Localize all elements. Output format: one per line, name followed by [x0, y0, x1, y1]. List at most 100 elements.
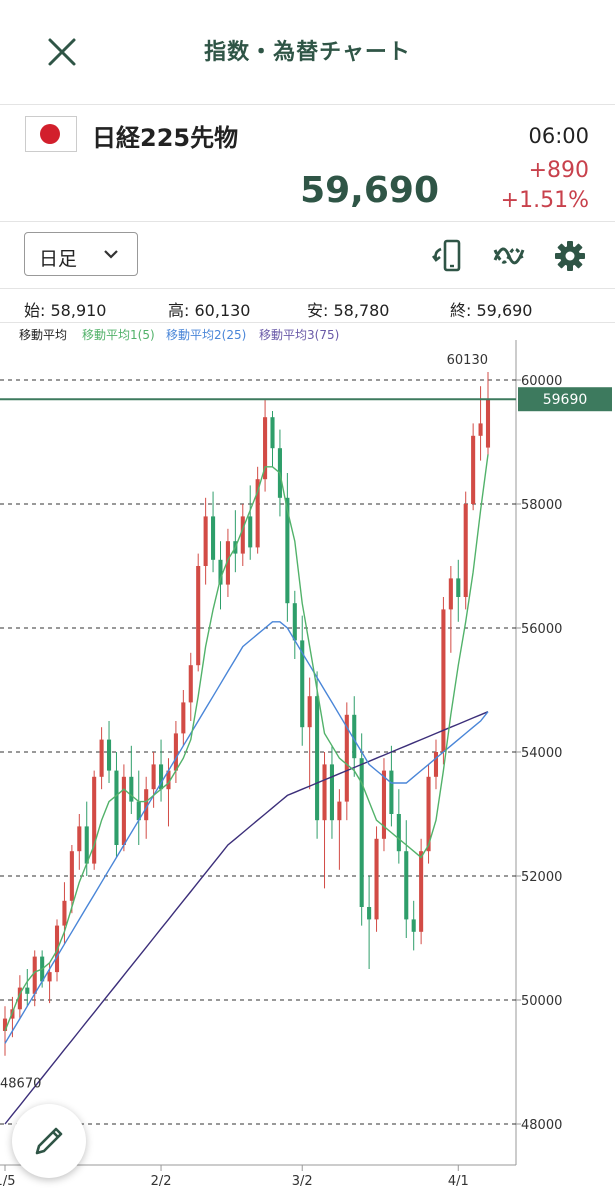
candle-body — [17, 987, 22, 1010]
candle-body — [322, 764, 327, 821]
candle-body — [203, 516, 208, 566]
candle-body — [240, 516, 245, 554]
price-change-percent: +1.51% — [500, 188, 589, 213]
candle-body — [329, 764, 334, 821]
y-tick-label: 48000 — [521, 1118, 562, 1133]
y-tick-label: 50000 — [521, 994, 562, 1009]
candle-body — [389, 770, 394, 814]
current-price: 59,690 — [300, 170, 439, 211]
candle-body — [255, 479, 260, 548]
low-value: 安: 58,780 — [307, 301, 390, 320]
period-select[interactable]: 日足 — [24, 232, 138, 276]
draw-button[interactable] — [12, 1104, 86, 1178]
candle-body — [292, 603, 297, 641]
candle-body — [114, 770, 119, 845]
indicator-lines-icon — [493, 247, 525, 265]
candle-body — [136, 801, 141, 821]
candle-body — [381, 770, 387, 839]
instrument-name: 日経225先物 — [92, 124, 239, 152]
candle-body — [478, 423, 483, 436]
candle-body — [270, 417, 275, 449]
quote-time: 06:00 — [528, 124, 589, 148]
candle-body — [352, 714, 357, 759]
candle-body — [471, 435, 476, 504]
candle-body — [211, 516, 216, 560]
candle-body — [92, 776, 97, 864]
y-tick-label: 54000 — [521, 746, 562, 761]
high-annotation: 60130 — [447, 353, 488, 368]
settings-button[interactable] — [552, 238, 588, 274]
period-label: 日足 — [39, 248, 78, 270]
candle-body — [396, 814, 401, 852]
candle-body — [225, 541, 230, 585]
candle-body — [159, 764, 164, 790]
ma1-line — [4, 454, 489, 1032]
rotate-screen-button[interactable] — [430, 238, 466, 274]
candle-body — [121, 776, 126, 845]
candle-body — [315, 696, 320, 821]
candle-body — [84, 826, 89, 864]
candle-body — [485, 399, 491, 448]
close-icon — [48, 38, 76, 66]
x-tick-label: 2/2 — [151, 1174, 172, 1189]
candle-body — [411, 919, 416, 932]
candle-body — [62, 900, 67, 926]
gear-icon — [555, 241, 585, 271]
candle-body — [196, 566, 201, 666]
candle-body — [248, 516, 253, 548]
y-tick-label: 58000 — [521, 498, 562, 513]
divider — [0, 322, 615, 323]
candle-body — [151, 764, 156, 790]
candle-body — [285, 497, 290, 604]
candle-body — [419, 851, 424, 932]
candle-body — [433, 752, 439, 777]
candle-body — [129, 776, 134, 802]
high-value: 高: 60,130 — [168, 301, 251, 320]
ma-legend-ma2: 移動平均2(25) — [166, 328, 247, 342]
candle-body — [188, 665, 193, 703]
candle-body — [181, 702, 186, 734]
ma-legend-ma3: 移動平均3(75) — [259, 328, 340, 342]
x-tick-label: 3/2 — [292, 1174, 313, 1189]
candle-body — [173, 733, 178, 771]
close-button[interactable] — [44, 34, 80, 70]
candle-body — [47, 972, 52, 982]
candle-body — [404, 851, 409, 920]
open-value: 始: 58,910 — [24, 301, 107, 320]
candle-body — [69, 851, 74, 901]
pencil-icon — [35, 1127, 63, 1155]
candle-body — [300, 640, 305, 728]
candle-body — [367, 907, 372, 920]
candle-body — [99, 739, 104, 777]
candle-body — [307, 696, 312, 728]
candle-body — [448, 578, 453, 610]
indicator-button[interactable] — [491, 238, 527, 274]
chevron-down-icon — [104, 250, 118, 259]
price-change: +890 — [528, 158, 589, 183]
candle-body — [463, 504, 468, 597]
candle-body — [359, 758, 364, 907]
candle-body — [2, 1018, 8, 1031]
low-annotation: 48670 — [0, 1076, 41, 1091]
ma3-line — [4, 711, 489, 1125]
candle-body — [263, 417, 268, 480]
rotate-phone-icon — [431, 239, 461, 272]
candle-body — [77, 826, 82, 852]
candle-body — [166, 770, 171, 790]
candle-body — [426, 776, 431, 852]
candle-body — [337, 801, 342, 821]
close-value: 終: 59,690 — [450, 301, 533, 320]
candle-body — [32, 956, 37, 994]
y-tick-label: 52000 — [521, 870, 562, 885]
y-tick-label: 56000 — [521, 622, 562, 637]
ma-legend-title: 移動平均 — [19, 328, 68, 342]
y-tick-label: 60000 — [521, 374, 562, 389]
page-title: 指数・為替チャート — [204, 40, 411, 65]
x-tick-label: 4/1 — [448, 1174, 469, 1189]
candle-body — [144, 789, 149, 821]
candle-body — [441, 609, 446, 752]
last-price-tag — [518, 387, 612, 412]
x-tick-label: 1/5 — [0, 1174, 15, 1189]
candle-body — [106, 739, 112, 771]
price-chart[interactable]: 60000 58000 56000 54000 52000 50000 48000 1/5 2/… — [0, 340, 615, 1200]
